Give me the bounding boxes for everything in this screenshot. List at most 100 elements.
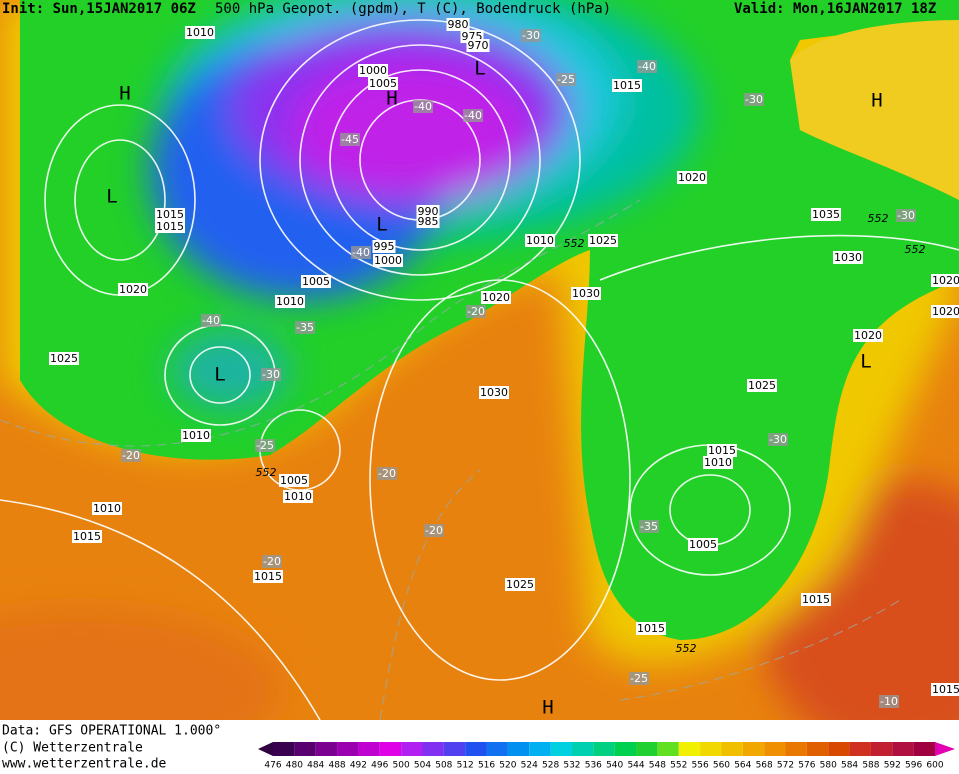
temperature-label: -20: [378, 467, 396, 480]
pressure-label-box: [373, 254, 403, 267]
pressure-label: 1020: [482, 291, 510, 304]
temperature-label: -45: [341, 133, 359, 146]
pressure-label-box: [801, 593, 831, 606]
colorbar-swatch: [657, 742, 679, 756]
colorbar-label: 552: [670, 761, 687, 771]
pressure-label-box: [279, 474, 309, 487]
colorbar-swatch: [700, 742, 722, 756]
temperature-label-box: [121, 449, 141, 462]
colorbar-label: 484: [307, 761, 324, 771]
valid-time: Valid: Mon,16JAN2017 18Z: [734, 1, 936, 17]
pressure-label-box: [372, 240, 396, 253]
pressure-label-box: [416, 215, 440, 228]
pressure-label: 1025: [506, 578, 534, 591]
colorbar-label: 564: [734, 761, 751, 771]
colorbar-swatch: [593, 742, 615, 756]
pressure-label: 970: [468, 39, 489, 52]
pressure-label: 1010: [182, 429, 210, 442]
temperature-label: -25: [256, 439, 274, 452]
temperature-label: -30: [897, 209, 915, 222]
colorbar-swatch: [806, 742, 829, 756]
pressure-center: H: [386, 88, 397, 110]
pressure-label-box: [677, 171, 707, 184]
pressure-label: 1015: [613, 79, 641, 92]
pressure-label: 1010: [284, 490, 312, 503]
temperature-label-box: [521, 29, 541, 42]
colorbar-label: 600: [926, 761, 943, 771]
pressure-label-box: [588, 234, 618, 247]
pressure-label-box: [446, 18, 470, 31]
pressure-label-box: [301, 275, 331, 288]
pressure-label-box: [181, 429, 211, 442]
contour-552-label: 552: [256, 466, 277, 479]
colorbar-label: 496: [371, 761, 388, 771]
pressure-label-box: [283, 490, 313, 503]
colorbar-swatch: [571, 742, 594, 756]
colorbar-label: 504: [414, 761, 431, 771]
colorbar-label: 512: [457, 761, 474, 771]
colorbar-swatch: [913, 742, 935, 756]
pressure-label: 1010: [276, 295, 304, 308]
pressure-label-box: [747, 379, 777, 392]
contour-552-label: 552: [905, 243, 926, 256]
colorbar-swatch: [636, 742, 658, 756]
pressure-label: 1025: [748, 379, 776, 392]
temperature-label-box: [424, 524, 444, 537]
pressure-label: 1020: [932, 305, 959, 318]
pressure-label-box: [525, 234, 555, 247]
temperature-label: -35: [640, 520, 658, 533]
pressure-label: 1000: [374, 254, 402, 267]
pressure-label-box: [636, 622, 666, 635]
temperature-label-box: [377, 467, 397, 480]
temperature-label: -20: [263, 555, 281, 568]
contour-552-label: 552: [676, 642, 697, 655]
pressure-label-box: [703, 456, 733, 469]
pressure-label: 1015: [932, 683, 959, 696]
colorbar-label: 556: [692, 761, 709, 771]
colorbar-swatch: [678, 742, 701, 756]
pressure-label: 1025: [50, 352, 78, 365]
colorbar-swatch: [294, 742, 316, 756]
colorbar-label: 580: [820, 761, 837, 771]
temperature-label: -40: [202, 314, 220, 327]
pressure-label: 1020: [854, 329, 882, 342]
pressure-label-box: [505, 578, 535, 591]
pressure-label: 1020: [932, 274, 959, 287]
colorbar-label: 560: [713, 761, 730, 771]
pressure-label-box: [49, 352, 79, 365]
pressure-label-box: [185, 26, 215, 39]
temperature-label: -35: [296, 321, 314, 334]
colorbar-label: 544: [627, 761, 644, 771]
pressure-label-box: [275, 295, 305, 308]
temperature-label: -20: [467, 305, 485, 318]
pressure-center: L: [106, 186, 117, 208]
temperature-label: -30: [262, 368, 280, 381]
pressure-label: 985: [418, 215, 439, 228]
temperature-label: -40: [464, 109, 482, 122]
colorbar-label: 488: [328, 761, 345, 771]
temperature-label: -40: [638, 60, 656, 73]
pressure-label: 1010: [93, 502, 121, 515]
temperature-label: -40: [352, 246, 370, 259]
pressure-label: 1000: [359, 64, 387, 77]
temperature-label-box: [896, 209, 916, 222]
temperature-label-box: [879, 695, 899, 708]
pressure-label: 1015: [254, 570, 282, 583]
pressure-label-box: [466, 39, 490, 52]
colorbar-label: 588: [862, 761, 879, 771]
pressure-label-box: [833, 251, 863, 264]
pressure-label: 1010: [704, 456, 732, 469]
temperature-label-box: [261, 368, 281, 381]
colorbar-label: 500: [393, 761, 410, 771]
colorbar-swatch: [529, 742, 551, 756]
pressure-center: L: [860, 351, 871, 373]
pressure-label: 1035: [812, 208, 840, 221]
colorbar-swatch: [465, 742, 487, 756]
colorbar-swatch: [721, 742, 743, 756]
colorbar-label: 576: [798, 761, 815, 771]
colorbar-swatch: [828, 742, 850, 756]
colorbar-swatch: [507, 742, 530, 756]
